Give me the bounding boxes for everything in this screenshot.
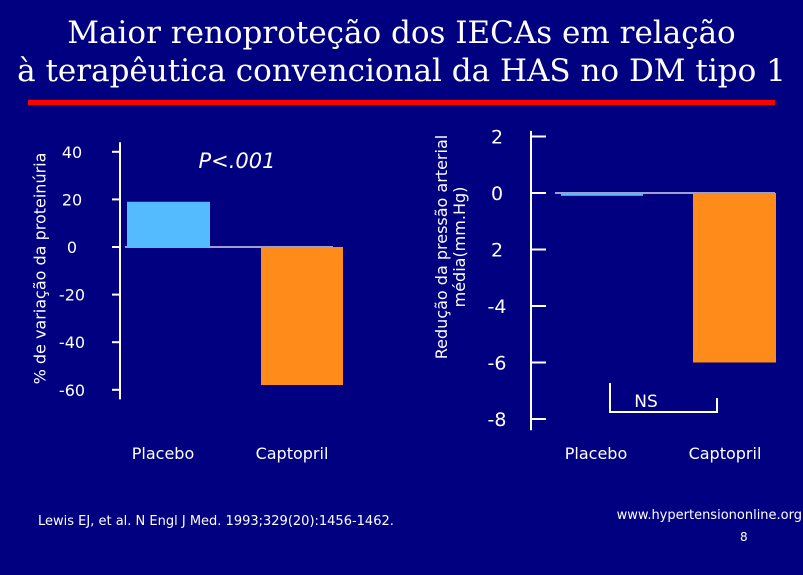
right-chart-y-tick-label: -8	[488, 409, 507, 431]
slide-title: Maior renoproteção dos IECAs em relação …	[0, 14, 803, 90]
right-chart-y-tick-label: 0	[491, 183, 503, 205]
right-chart-bar-placebo	[561, 193, 643, 196]
right-chart-bar-captopril	[693, 193, 776, 363]
right-chart-y-axis-label-line-1: Redução da pressão arterial	[432, 134, 451, 360]
website-link[interactable]: www.hypertensiononline.org	[616, 508, 802, 523]
citation: Lewis EJ, et al. N Engl J Med. 1993;329(…	[38, 514, 394, 529]
left-chart-bar-captopril	[261, 247, 343, 386]
left-chart-x-label-captopril: Captopril	[256, 444, 329, 463]
title-divider	[28, 100, 775, 105]
right-chart-x-label-captopril: Captopril	[689, 444, 762, 463]
right-chart-y-axis-label: Redução da pressão arterial média(mm.Hg)	[432, 97, 469, 397]
slide-title-line-1: Maior renoproteção dos IECAs em relação	[67, 15, 736, 51]
right-chart-significance-bracket	[609, 383, 718, 413]
left-chart-x-label-placebo: Placebo	[132, 444, 194, 463]
left-chart-p-value: P<.001	[198, 149, 275, 173]
left-chart-y-tick-label: 40	[62, 143, 82, 162]
left-chart-y-tick-label: -40	[59, 333, 85, 352]
right-chart-y-tick-label: -6	[488, 353, 507, 375]
right-chart-ns-label: NS	[634, 392, 658, 412]
left-chart-bar-placebo	[127, 201, 210, 247]
right-chart-x-label-placebo: Placebo	[565, 444, 627, 463]
right-chart-y-tick-label: -4	[488, 296, 507, 318]
page-number: 8	[740, 530, 748, 544]
right-chart-y-tick-label: 2	[491, 240, 503, 262]
right-chart-y-axis-label-line-2: média(mm.Hg)	[450, 186, 469, 308]
left-chart-y-tick-label: -60	[59, 381, 85, 400]
left-chart-y-tick-label: -20	[59, 286, 85, 305]
left-chart-y-tick-label: 20	[62, 190, 82, 209]
left-chart-y-tick-label: 0	[67, 238, 77, 257]
left-chart-y-axis-label: % de variação da proteinúria	[30, 152, 50, 385]
right-chart-y-tick-label: 2	[491, 127, 503, 149]
slide-title-line-2: à terapêutica convencional da HAS no DM …	[17, 53, 786, 89]
